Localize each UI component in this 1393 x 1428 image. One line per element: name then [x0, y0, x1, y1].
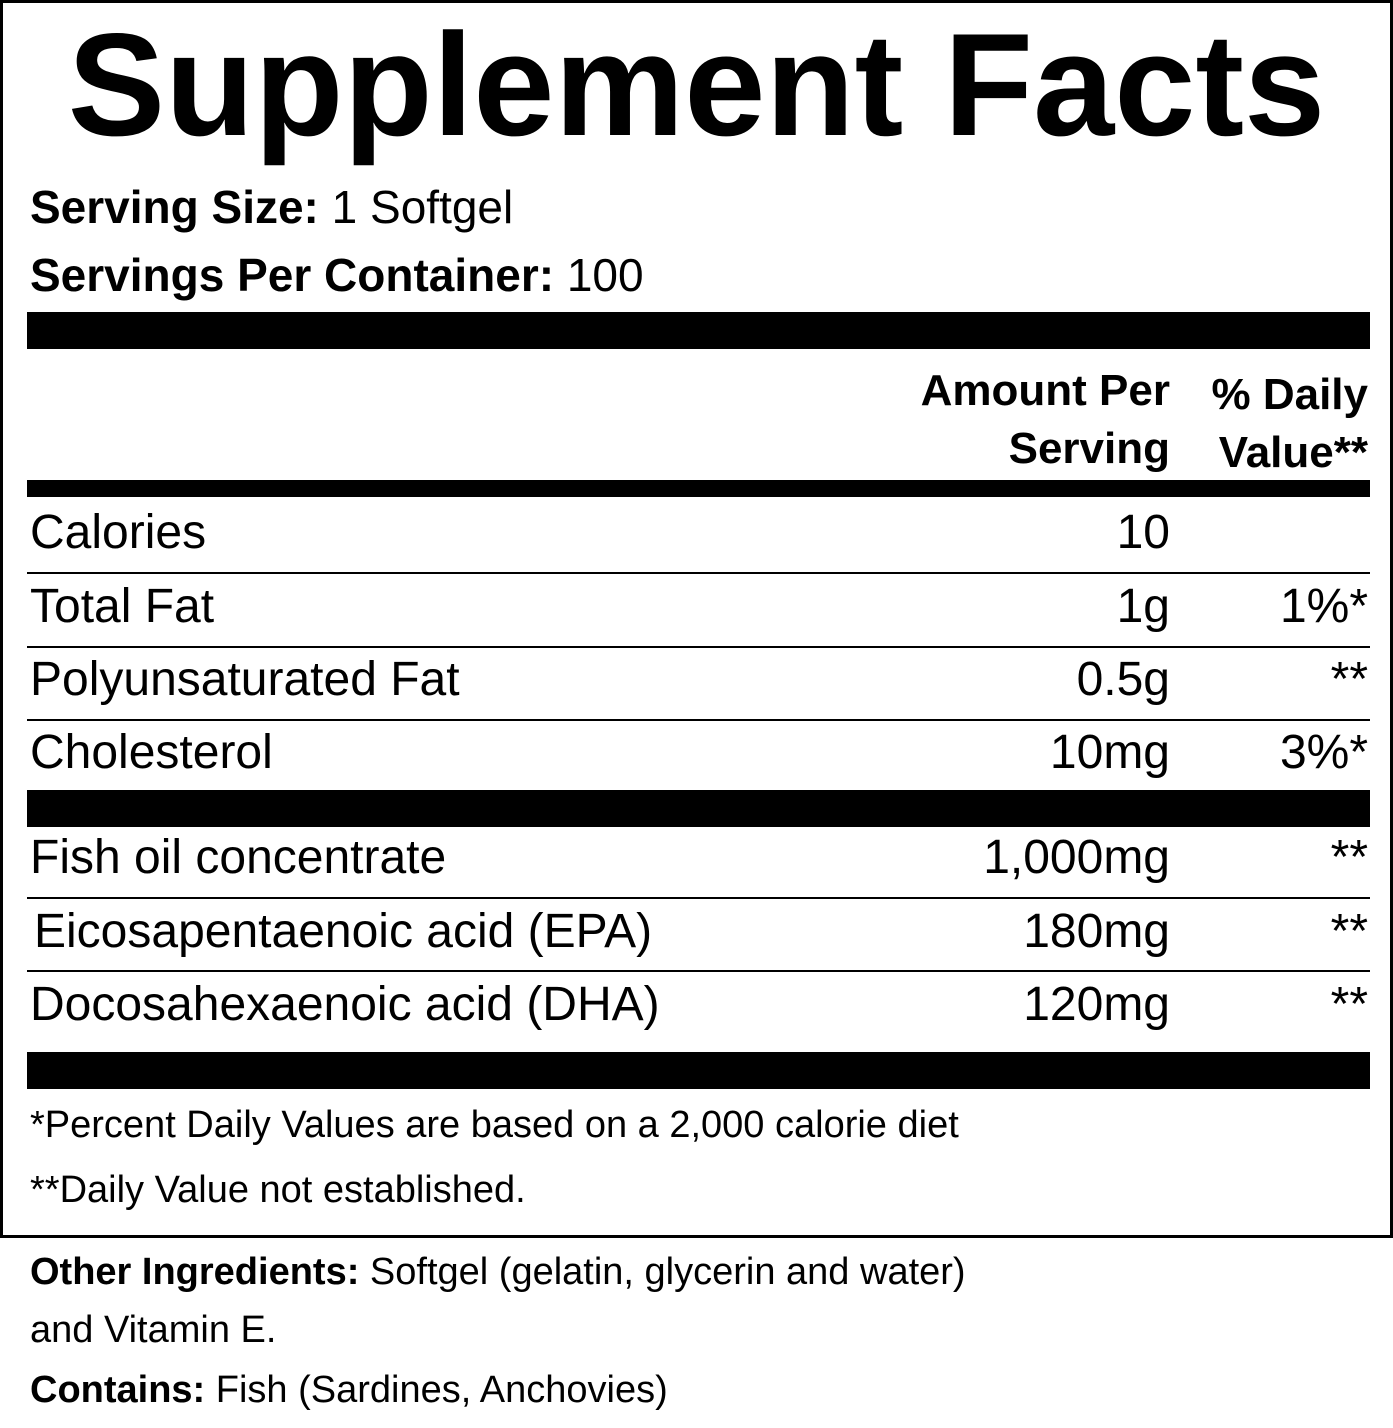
- ingredient-row: Fish oil concentrate 1,000mg **: [0, 828, 1393, 888]
- divider-bar: [27, 790, 1370, 827]
- servings-per-container-label: Servings Per Container:: [30, 249, 555, 301]
- nutrient-dv: 3%*: [1279, 726, 1368, 779]
- other-ingredients-cont: and Vitamin E.: [30, 1309, 277, 1351]
- header-line: % Daily: [1211, 370, 1368, 419]
- contains-label: Contains:: [30, 1369, 206, 1411]
- daily-value-header: % Daily Value**: [1211, 366, 1368, 482]
- serving-size-label: Serving Size:: [30, 181, 319, 233]
- serving-size: Serving Size: 1 Softgel: [30, 182, 513, 232]
- nutrient-amount: 1g: [1116, 580, 1170, 633]
- contains: Contains: Fish (Sardines, Anchovies): [30, 1368, 668, 1412]
- ingredient-dv: **: [1330, 831, 1368, 884]
- nutrient-row: Cholesterol 10mg 3%*: [0, 723, 1393, 783]
- contains-value: Fish (Sardines, Anchovies): [205, 1369, 668, 1411]
- nutrient-amount: 10: [1116, 506, 1170, 559]
- nutrient-dv: 1%*: [1279, 580, 1368, 633]
- divider-bar: [27, 312, 1370, 349]
- divider-bar: [27, 1052, 1370, 1089]
- nutrient-row: Total Fat 1g 1%*: [0, 577, 1393, 637]
- nutrient-row: Polyunsaturated Fat 0.5g **: [0, 650, 1393, 710]
- other-ingredients-value: Softgel (gelatin, glycerin and water): [359, 1251, 966, 1293]
- row-divider: [27, 897, 1370, 899]
- serving-size-value: 1 Softgel: [318, 181, 514, 233]
- nutrient-name: Total Fat: [30, 580, 215, 633]
- ingredient-row: Docosahexaenoic acid (DHA) 120mg **: [0, 975, 1393, 1035]
- other-ingredients-label: Other Ingredients:: [30, 1251, 360, 1293]
- nutrient-amount: 0.5g: [1076, 653, 1170, 706]
- divider-bar: [27, 480, 1370, 497]
- header-line: Amount Per: [920, 366, 1170, 415]
- footnote-dv-not-established: **Daily Value not established.: [30, 1169, 526, 1211]
- nutrient-amount: 10mg: [1049, 726, 1170, 779]
- ingredient-name: Eicosapentaenoic acid (EPA): [34, 905, 653, 958]
- row-divider: [27, 970, 1370, 972]
- servings-per-container-value: 100: [554, 249, 644, 301]
- ingredient-amount: 120mg: [1023, 978, 1170, 1031]
- supplement-facts-panel: [0, 0, 1393, 1238]
- ingredient-amount: 180mg: [1023, 905, 1170, 958]
- row-divider: [27, 719, 1370, 721]
- panel-title: Supplement Facts: [67, 3, 1326, 166]
- nutrient-name: Calories: [30, 506, 207, 559]
- row-divider: [27, 646, 1370, 648]
- nutrient-row: Calories 10: [0, 503, 1393, 563]
- ingredient-dv: **: [1330, 978, 1368, 1031]
- nutrient-dv: **: [1330, 653, 1368, 706]
- ingredient-name: Docosahexaenoic acid (DHA): [30, 978, 660, 1031]
- ingredient-dv: **: [1330, 905, 1368, 958]
- footnote-percent-dv: *Percent Daily Values are based on a 2,0…: [30, 1104, 959, 1146]
- header-line: Serving: [1008, 424, 1170, 473]
- nutrient-name: Polyunsaturated Fat: [30, 653, 460, 706]
- ingredient-name: Fish oil concentrate: [30, 831, 447, 884]
- other-ingredients: Other Ingredients: Softgel (gelatin, gly…: [30, 1250, 966, 1294]
- header-line: Value**: [1218, 428, 1368, 477]
- ingredient-row: Eicosapentaenoic acid (EPA) 180mg **: [0, 902, 1393, 962]
- amount-per-serving-header: Amount Per Serving: [921, 362, 1170, 478]
- servings-per-container: Servings Per Container: 100: [30, 250, 644, 300]
- ingredient-amount: 1,000mg: [983, 831, 1170, 884]
- row-divider: [27, 572, 1370, 574]
- nutrient-name: Cholesterol: [30, 726, 273, 779]
